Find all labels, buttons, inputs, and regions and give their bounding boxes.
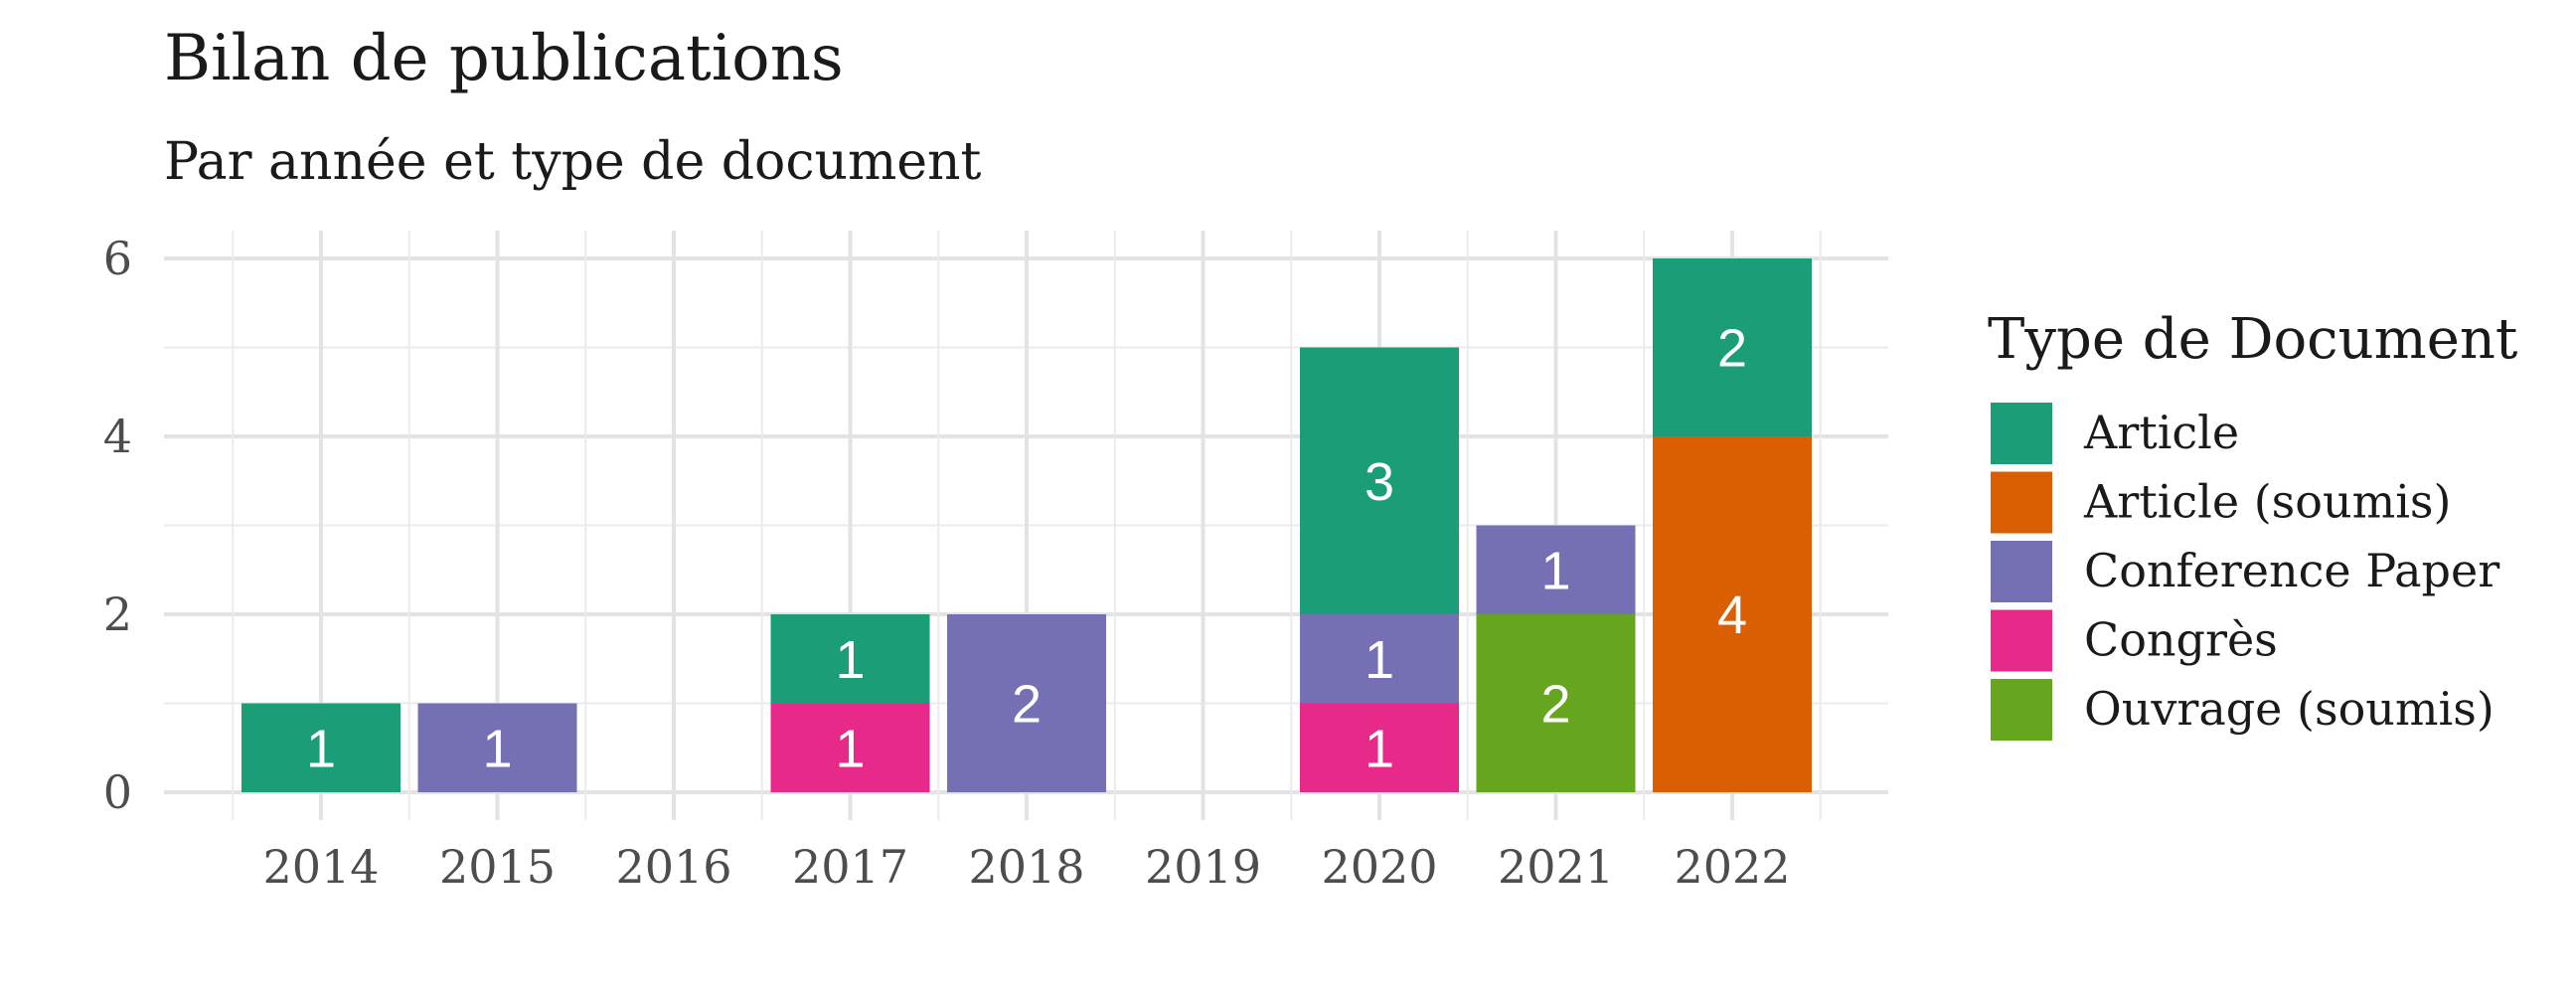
bar-value-label: 1 xyxy=(482,719,512,778)
bar-value-label: 1 xyxy=(1365,719,1394,778)
legend-swatch xyxy=(1991,609,2052,672)
chart-title: Bilan de publications xyxy=(164,22,844,95)
bar-segment xyxy=(770,703,930,792)
bar-value-label: 1 xyxy=(1365,630,1394,690)
legend-swatch xyxy=(1991,541,2052,602)
y-tick-label: 4 xyxy=(103,410,132,463)
x-tick-label: 2014 xyxy=(262,840,379,894)
bar-segment xyxy=(1300,703,1459,792)
bar-segment xyxy=(1653,258,1812,436)
bar-labels: 1 1 1 1 2 1 1 3 2 1 4 2 xyxy=(306,319,1747,779)
bar-segment xyxy=(1653,436,1812,792)
bar-segment xyxy=(242,703,401,792)
legend-title: Type de Document xyxy=(1988,307,2518,372)
x-tick-label: 2015 xyxy=(439,840,556,894)
y-tick-label: 2 xyxy=(103,587,132,641)
bar-segment xyxy=(1300,614,1459,704)
legend-label: Article (soumis) xyxy=(2083,475,2451,529)
bar-value-label: 2 xyxy=(1717,319,1747,379)
bar-value-label: 1 xyxy=(835,630,865,690)
bars xyxy=(242,258,1812,792)
bar-segment xyxy=(1476,525,1636,614)
x-tick-label: 2016 xyxy=(615,840,731,894)
legend-swatch xyxy=(1991,403,2052,464)
legend-label: Ouvrage (soumis) xyxy=(2084,682,2495,736)
y-axis: 0 2 4 6 xyxy=(103,232,132,819)
x-tick-label: 2017 xyxy=(792,840,908,894)
bar-segment xyxy=(770,614,930,704)
legend: Type de Document Article Article (soumis)… xyxy=(1988,307,2518,741)
legend-label: Conference Paper xyxy=(2084,544,2499,597)
y-tick-label: 0 xyxy=(103,765,132,819)
x-axis: 2014 2015 2016 2017 2018 2019 2020 2021 2022 xyxy=(262,840,1790,894)
x-tick-label: 2020 xyxy=(1321,840,1437,894)
bar-value-label: 2 xyxy=(1012,675,1042,735)
legend-swatch xyxy=(1991,471,2052,534)
bar-value-label: 1 xyxy=(306,719,336,778)
bar-segment xyxy=(1300,347,1459,614)
x-tick-label: 2019 xyxy=(1145,840,1261,894)
legend-label: Congrès xyxy=(2084,613,2278,667)
bar-value-label: 4 xyxy=(1717,585,1747,645)
y-tick-label: 6 xyxy=(103,232,132,285)
chart-subtitle: Par année et type de document xyxy=(164,132,982,192)
bar-value-label: 1 xyxy=(835,719,865,778)
bar-segment xyxy=(947,614,1106,792)
bar-value-label: 1 xyxy=(1540,541,1570,600)
legend-swatch xyxy=(1991,679,2052,741)
bar-value-label: 3 xyxy=(1365,452,1394,512)
bar-value-label: 2 xyxy=(1540,675,1570,735)
x-tick-label: 2021 xyxy=(1498,840,1614,894)
bar-segment xyxy=(417,703,577,792)
x-tick-label: 2018 xyxy=(968,840,1084,894)
legend-label: Article xyxy=(2083,406,2239,459)
bar-segment xyxy=(1476,614,1636,792)
x-tick-label: 2022 xyxy=(1674,840,1790,894)
